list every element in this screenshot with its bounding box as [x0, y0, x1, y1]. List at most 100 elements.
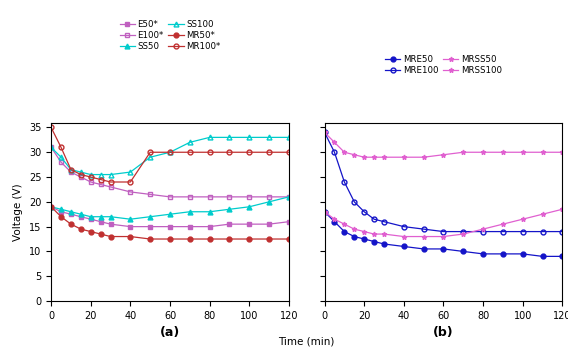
- E50*: [186, 225, 193, 229]
- E50*: [206, 225, 213, 229]
- MRE100: [381, 219, 387, 224]
- MRSS50: [381, 232, 387, 236]
- SS100: [186, 140, 193, 145]
- MR50*: [286, 237, 293, 241]
- MR100*: [226, 150, 233, 154]
- E100*: [246, 195, 253, 199]
- MRSS100: [499, 150, 506, 154]
- Line: E100*: E100*: [49, 145, 291, 199]
- MR50*: [97, 232, 104, 236]
- MRSS50: [559, 207, 566, 211]
- E50*: [226, 222, 233, 226]
- MRSS50: [341, 222, 348, 226]
- MR50*: [127, 234, 134, 239]
- MRE50: [331, 219, 338, 224]
- MR100*: [127, 180, 134, 184]
- E100*: [266, 195, 273, 199]
- E50*: [166, 225, 173, 229]
- SS50: [57, 207, 64, 211]
- SS50: [206, 210, 213, 214]
- MRSS50: [361, 230, 367, 234]
- SS50: [68, 210, 74, 214]
- SS100: [147, 155, 153, 159]
- MRE50: [400, 244, 407, 248]
- MRE50: [460, 249, 467, 253]
- SS50: [77, 212, 84, 216]
- MRE100: [331, 150, 338, 154]
- SS100: [286, 135, 293, 139]
- SS50: [246, 205, 253, 209]
- Line: MR50*: MR50*: [49, 204, 291, 241]
- E50*: [48, 205, 55, 209]
- SS100: [127, 170, 134, 174]
- Line: MRSS100: MRSS100: [322, 130, 565, 160]
- MRE50: [440, 247, 447, 251]
- Line: MRSS50: MRSS50: [322, 207, 565, 239]
- MR100*: [57, 145, 64, 149]
- MR50*: [186, 237, 193, 241]
- MRSS100: [519, 150, 526, 154]
- MRSS50: [460, 232, 467, 236]
- MR50*: [246, 237, 253, 241]
- MRSS100: [371, 155, 378, 159]
- MR100*: [206, 150, 213, 154]
- MR50*: [107, 234, 114, 239]
- Legend: E50*, E100*, SS50, SS100, MR50*, MR100*: E50*, E100*, SS50, SS100, MR50*, MR100*: [116, 16, 224, 54]
- SS100: [107, 173, 114, 177]
- MRSS100: [400, 155, 407, 159]
- MR100*: [147, 150, 153, 154]
- MRE50: [321, 210, 328, 214]
- MRSS50: [479, 227, 486, 231]
- MRE100: [440, 230, 447, 234]
- MRSS50: [400, 234, 407, 239]
- SS100: [206, 135, 213, 139]
- MRSS50: [371, 232, 378, 236]
- MRE50: [479, 252, 486, 256]
- MR100*: [266, 150, 273, 154]
- MRE50: [539, 254, 546, 258]
- SS100: [87, 173, 94, 177]
- MRSS100: [539, 150, 546, 154]
- MRSS50: [539, 212, 546, 216]
- MR100*: [166, 150, 173, 154]
- MRE50: [559, 254, 566, 258]
- MR50*: [68, 222, 74, 226]
- SS100: [166, 150, 173, 154]
- SS50: [107, 215, 114, 219]
- E100*: [166, 195, 173, 199]
- MR100*: [97, 177, 104, 182]
- MRE50: [371, 239, 378, 244]
- E100*: [97, 182, 104, 187]
- MRE100: [519, 230, 526, 234]
- MRSS100: [381, 155, 387, 159]
- MRE100: [460, 230, 467, 234]
- MRSS50: [440, 234, 447, 239]
- MRE100: [351, 200, 358, 204]
- MRSS100: [351, 153, 358, 157]
- SS100: [246, 135, 253, 139]
- MRE50: [420, 247, 427, 251]
- Text: (a): (a): [160, 326, 180, 339]
- SS100: [266, 135, 273, 139]
- MR100*: [87, 175, 94, 179]
- Text: Time (min): Time (min): [278, 336, 335, 346]
- MRE100: [371, 217, 378, 221]
- SS100: [226, 135, 233, 139]
- MRSS50: [519, 217, 526, 221]
- MRE50: [341, 230, 348, 234]
- MRSS50: [321, 210, 328, 214]
- MRE100: [361, 210, 367, 214]
- MRSS100: [331, 140, 338, 145]
- MRE50: [381, 242, 387, 246]
- MRSS50: [499, 222, 506, 226]
- E100*: [57, 160, 64, 164]
- E100*: [226, 195, 233, 199]
- SS50: [97, 215, 104, 219]
- E50*: [87, 217, 94, 221]
- MRE100: [321, 130, 328, 134]
- MRSS100: [341, 150, 348, 154]
- MR100*: [107, 180, 114, 184]
- MRE50: [351, 234, 358, 239]
- E100*: [87, 180, 94, 184]
- E100*: [206, 195, 213, 199]
